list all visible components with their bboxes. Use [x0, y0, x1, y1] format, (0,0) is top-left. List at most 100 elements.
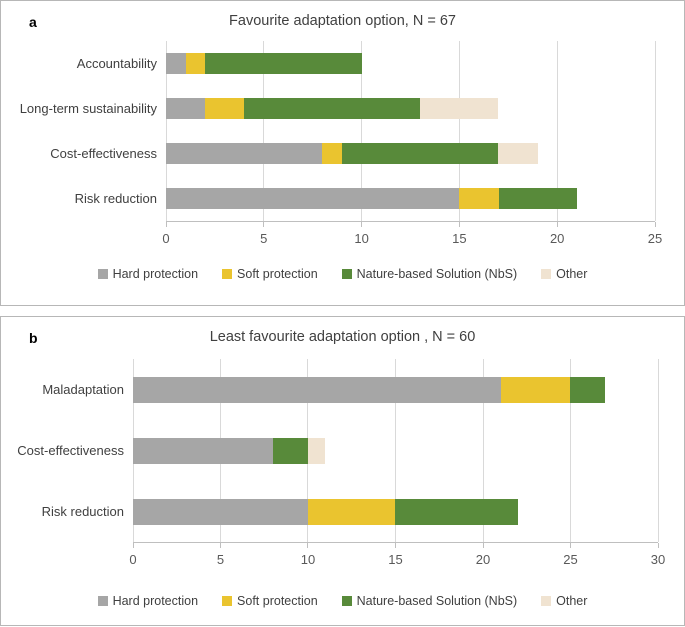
legend-item: Nature-based Solution (NbS) — [341, 594, 518, 608]
category-label: Maladaptation — [42, 382, 124, 397]
axis-tick — [220, 543, 221, 548]
legend-swatch-icon — [541, 269, 552, 279]
legend-item: Soft protection — [222, 267, 318, 281]
legend-item: Other — [541, 594, 587, 608]
bar-segment — [166, 143, 323, 164]
bar-segment — [500, 376, 571, 403]
axis-tick — [482, 543, 484, 548]
axis-tick-label: 20 — [475, 552, 491, 567]
x-axis: 0 5 10 15 20 25 — [162, 221, 662, 251]
panel-b-title: Least favourite adaptation option , N = … — [209, 329, 476, 345]
axis-tick-label: 15 — [388, 552, 403, 567]
bar-row — [133, 420, 658, 481]
category-labels: Maladaptation Cost-effectiveness Risk redu… — [1, 359, 133, 572]
bar-segment — [133, 376, 501, 403]
axis-tick-label: 10 — [354, 231, 369, 246]
gridline — [654, 41, 656, 221]
axis-tick — [556, 222, 558, 227]
bar-segment — [459, 188, 499, 209]
stacked-bar — [133, 437, 658, 464]
bar-row — [166, 86, 655, 131]
panel-b: b Least favourite adaptation option , N … — [0, 316, 685, 626]
category-label: Cost-effectiveness — [17, 443, 124, 458]
stacked-bar — [166, 53, 655, 74]
axis-tick-label: 25 — [647, 231, 663, 246]
category-label: Risk reduction — [74, 191, 157, 206]
axis-tick-label: 30 — [650, 552, 666, 567]
bar-row — [166, 41, 655, 86]
plot-column: 0 5 10 15 20 25 — [162, 41, 662, 251]
bar-segment — [342, 143, 499, 164]
bar-segment — [498, 188, 577, 209]
bar-segment — [307, 498, 396, 525]
plot-area — [165, 41, 656, 221]
stacked-bar — [166, 98, 655, 119]
category-label: Accountability — [76, 56, 157, 71]
axis-tick — [361, 222, 363, 227]
axis-tick-label: 25 — [563, 552, 578, 567]
axis-tick-label: 5 — [216, 552, 225, 567]
category-labels: Accountability Long-term sustainability Co… — [1, 41, 166, 251]
bar-row — [133, 359, 658, 420]
bar-segment — [185, 53, 206, 74]
legend-label: Hard protection — [112, 267, 199, 281]
axis-tick — [165, 222, 167, 227]
legend-swatch-icon — [541, 596, 552, 606]
legend-item: Nature-based Solution (NbS) — [341, 267, 518, 281]
legend-item: Hard protection — [97, 267, 199, 281]
axis-tick — [657, 543, 659, 548]
legend-swatch-icon — [97, 269, 108, 279]
stacked-bar — [133, 498, 658, 525]
gridline — [395, 359, 396, 542]
bar-segment — [166, 53, 186, 74]
bar-segment — [308, 437, 326, 464]
plot-column: 0 5 10 15 20 25 30 — [129, 359, 665, 572]
bar-segment — [133, 437, 273, 464]
axis-tick-label: 20 — [549, 231, 565, 246]
x-axis: 0 5 10 15 20 25 30 — [129, 542, 665, 572]
axis-tick — [458, 222, 460, 227]
gridline — [556, 41, 558, 221]
bar-segment — [395, 498, 518, 525]
gridline — [263, 41, 265, 221]
panel-a-title: Favourite adaptation option, N = 67 — [229, 13, 456, 29]
legend-label: Nature-based Solution (NbS) — [356, 267, 518, 281]
bar-segment — [133, 498, 308, 525]
legend-label: Soft protection — [237, 267, 318, 281]
bar-segment — [166, 188, 460, 209]
legend-item: Other — [541, 267, 587, 281]
bar-segment — [273, 437, 308, 464]
axis-tick-label: 0 — [129, 552, 137, 567]
legend-label: Other — [556, 594, 588, 608]
bar-row — [166, 176, 655, 221]
axis-tick — [132, 543, 134, 548]
bar-segment — [244, 98, 421, 119]
legend-swatch-icon — [97, 596, 108, 606]
legend-label: Nature-based Solution (NbS) — [356, 594, 518, 608]
panel-b-chart: Maladaptation Cost-effectiveness Risk redu… — [1, 359, 684, 572]
stacked-bar — [133, 376, 658, 403]
legend-label: Hard protection — [112, 594, 199, 608]
category-label: Cost-effectiveness — [50, 146, 157, 161]
gridline — [458, 41, 460, 221]
axis-tick-label: 10 — [300, 552, 316, 567]
axis-tick — [569, 543, 571, 548]
plot-area — [132, 359, 659, 542]
category-label: Long-term sustainability — [19, 101, 157, 116]
bar-segment — [205, 53, 362, 74]
legend-label: Other — [556, 267, 588, 281]
gridline — [165, 41, 167, 221]
axis-tick-label: 15 — [452, 231, 467, 246]
panel-b-legend: Hard protection Soft protection Nature-bas… — [1, 594, 684, 608]
bar-segment — [322, 143, 343, 164]
panel-a-legend: Hard protection Soft protection Nature-bas… — [1, 267, 684, 281]
gridline — [569, 359, 571, 542]
bar-segment — [498, 143, 538, 164]
axis-tick — [395, 543, 396, 548]
axis-tick-label: 5 — [260, 231, 268, 246]
legend-swatch-icon — [341, 269, 352, 279]
bar-segment — [570, 376, 606, 403]
legend-item: Soft protection — [222, 594, 318, 608]
gridline — [657, 359, 659, 542]
